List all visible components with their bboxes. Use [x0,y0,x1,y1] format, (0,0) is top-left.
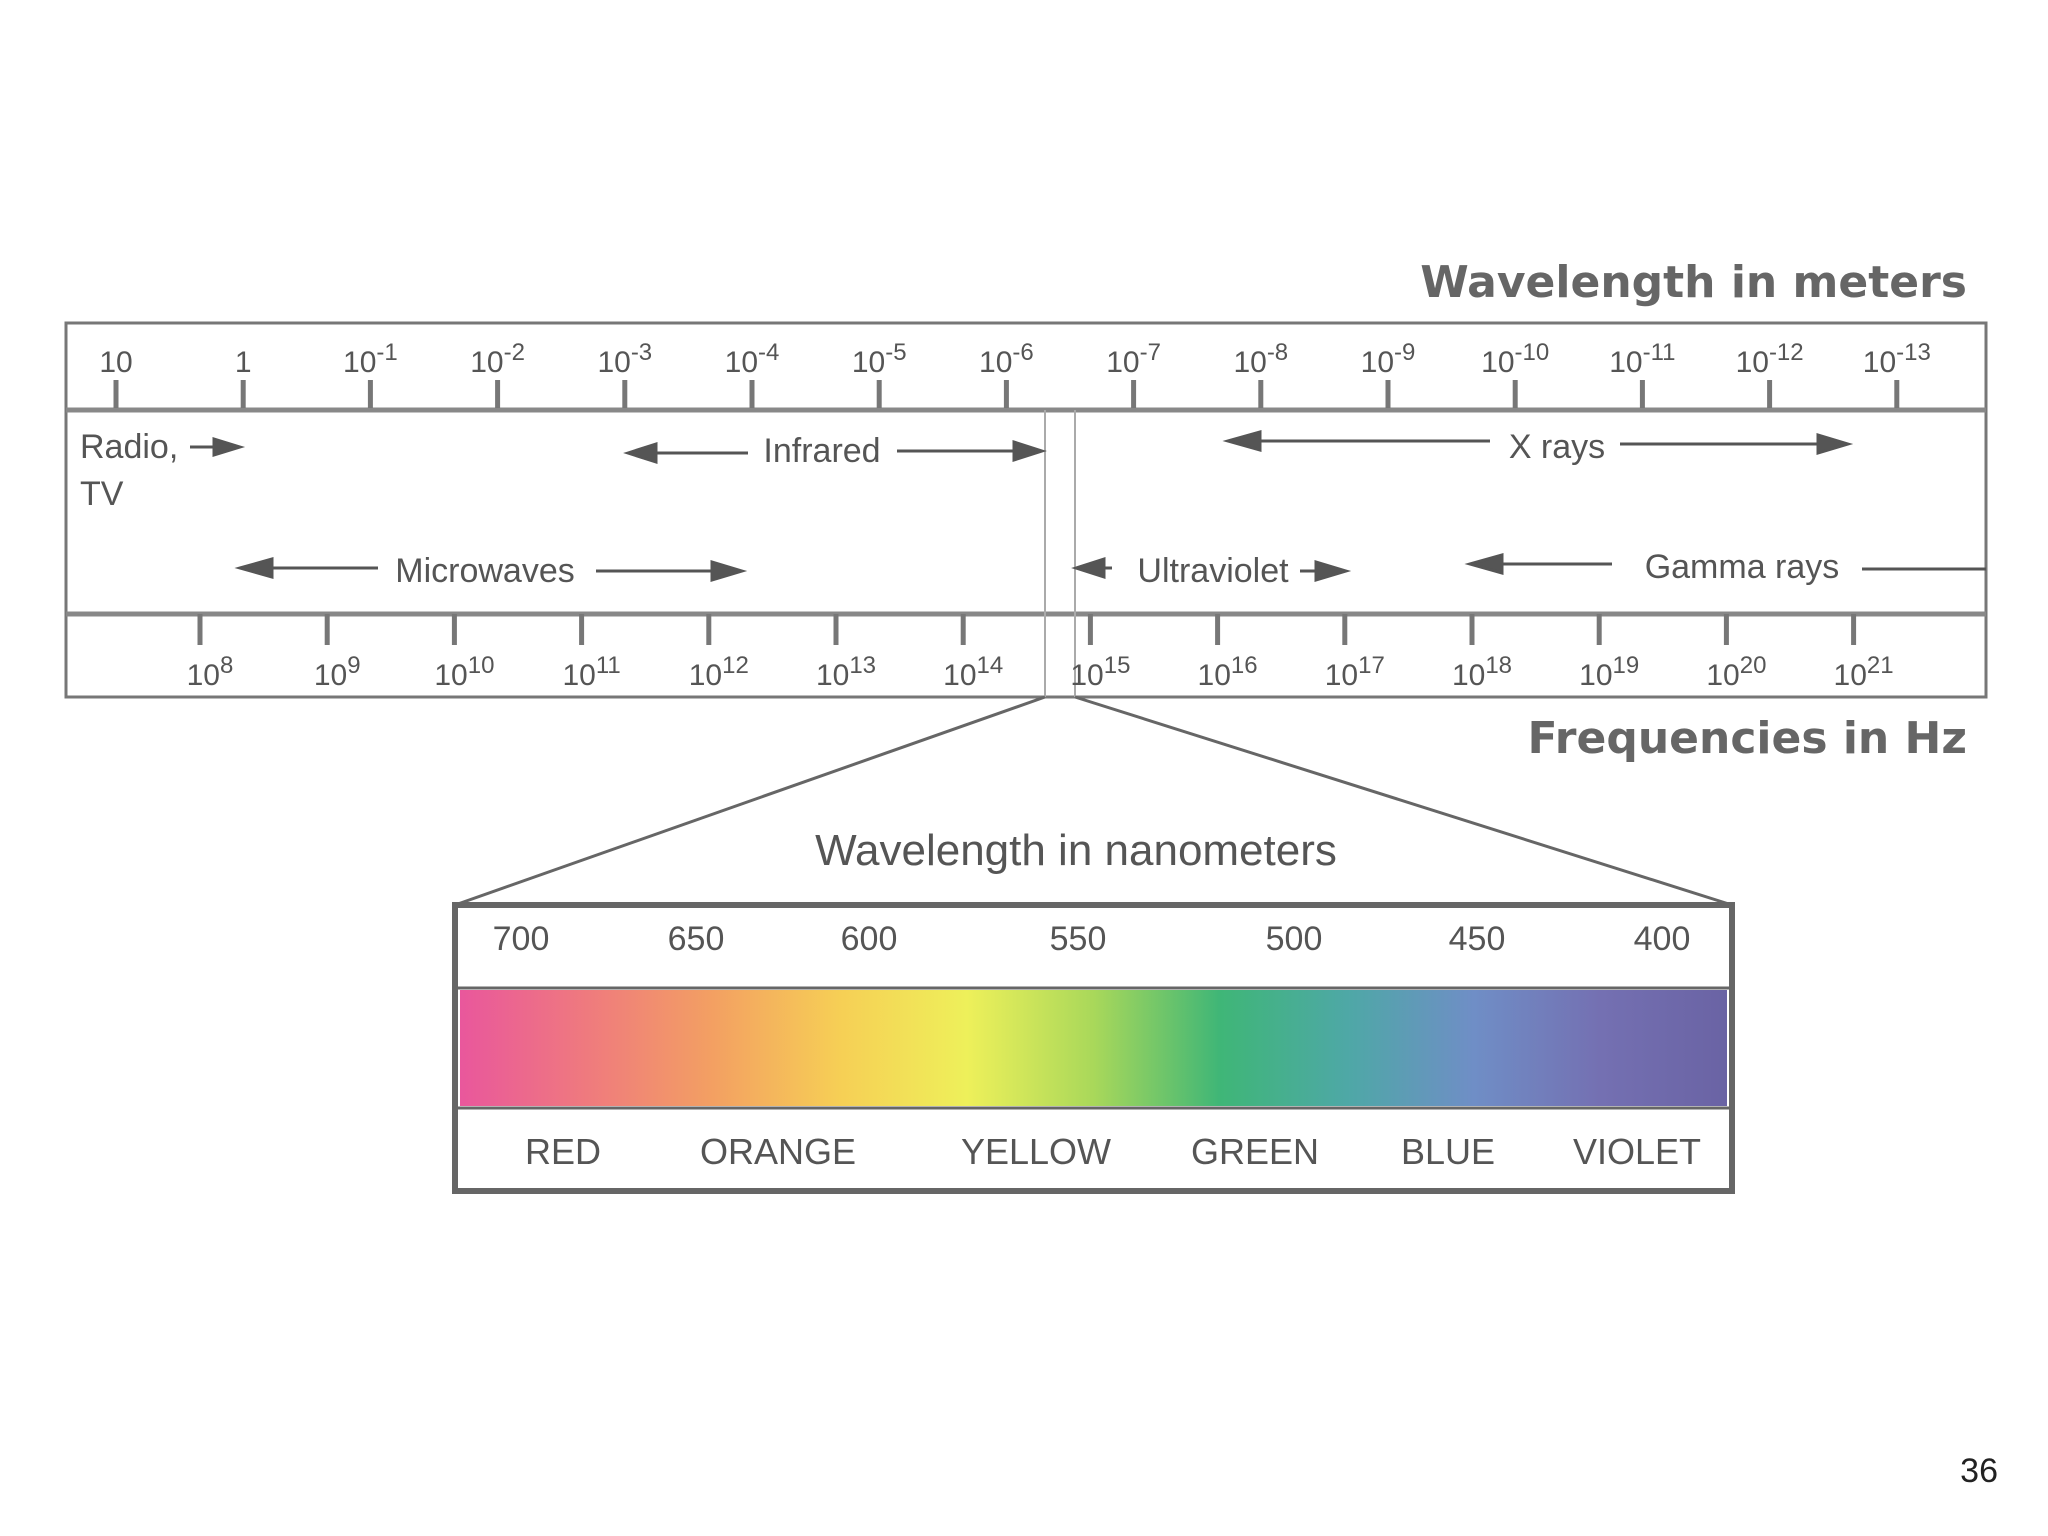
nm-tick-label: 400 [1634,920,1691,958]
xrays-arrow-right-icon [1816,432,1854,456]
band-label-xrays: X rays [1509,428,1605,466]
zoom-line-left [454,695,1046,907]
wavelength-meters-title: Wavelength in meters [1420,257,1967,308]
microwaves-arrow-left-icon [234,557,274,579]
wavelength-tick-label: 10-13 [1863,339,1931,379]
band-label-gamma: Gamma rays [1645,548,1840,586]
radio-arrow-right-icon [212,436,246,458]
gamma-arrow-left-icon [1464,553,1504,575]
frequency-tick-label: 1011 [562,652,620,692]
frequency-tick-label: 1018 [1452,652,1512,692]
frequency-tick-label: 1021 [1834,652,1894,692]
visible-spectrum-gradient [460,990,1727,1106]
frequency-ticks: 108 109 1010 1011 1012 1013 1014 1015 1016 1017 10… [187,614,1894,692]
color-name-label: YELLOW [961,1131,1111,1172]
nm-tick-label: 650 [668,920,725,958]
color-name-label: RED [525,1131,601,1172]
frequency-tick-label: 1015 [1070,652,1130,692]
slide-number: 36 [1960,1452,1998,1490]
frequency-tick-label: 1013 [816,652,876,692]
color-names: RED ORANGE YELLOW GREEN BLUE VIOLET [525,1131,1701,1172]
wavelength-tick-label: 10-7 [1106,339,1161,379]
nm-tick-label: 700 [493,920,550,958]
color-name-label: ORANGE [700,1131,856,1172]
color-name-label: VIOLET [1573,1131,1701,1172]
wavelength-tick-label: 10-1 [343,339,398,379]
wavelength-ticks: 10 1 10-1 10-2 10-3 10-4 10-5 10-6 10-7 10-8 10-9 1… [99,339,1931,408]
wavelength-tick-label: 10-6 [979,339,1034,379]
frequencies-hz-title: Frequencies in Hz [1528,713,1967,764]
band-arrows [190,430,1986,583]
nm-tick-label: 500 [1266,920,1323,958]
frequency-tick-label: 109 [314,652,361,692]
frequency-tick-label: 1010 [434,652,494,692]
frequency-tick-label: 1017 [1325,652,1385,692]
frequency-tick-label: 1020 [1706,652,1766,692]
em-spectrum-box [64,321,1988,699]
infrared-arrow-right-icon [1012,439,1047,463]
uv-arrow-left-icon [1071,556,1106,580]
band-label-radio: Radio, [80,428,178,466]
wavelength-tick-label: 10-9 [1361,339,1416,379]
band-label-ultraviolet: Ultraviolet [1137,552,1289,590]
frequency-tick-label: 1014 [943,652,1003,692]
band-label-infrared: Infrared [763,432,880,470]
frequency-tick-label: 108 [187,652,234,692]
nm-tick-label: 550 [1050,920,1107,958]
wavelength-tick-label: 10-5 [852,339,907,379]
wavelength-tick-label: 1 [235,346,252,379]
color-name-label: GREEN [1191,1131,1319,1172]
wavelength-tick-label: 10-12 [1736,339,1804,379]
nm-tick-label: 600 [841,920,898,958]
nanometer-ticks: 700 650 600 550 500 450 400 [493,920,1691,958]
band-label-tv: TV [80,475,124,513]
wavelength-tick-label: 10-2 [470,339,525,379]
wavelength-nm-title: Wavelength in nanometers [815,826,1337,875]
uv-arrow-right-icon [1314,559,1352,583]
nm-tick-label: 450 [1449,920,1506,958]
frequency-tick-label: 1012 [689,652,749,692]
visible-spectrum-box [452,902,1735,1194]
frequency-tick-label: 1019 [1579,652,1639,692]
wavelength-tick-label: 10-11 [1609,339,1675,379]
wavelength-tick-label: 10-10 [1481,339,1549,379]
wavelength-tick-label: 10-8 [1233,339,1288,379]
zoom-line-right [1074,695,1733,907]
microwaves-arrow-right-icon [710,559,748,583]
frequency-tick-label: 1016 [1198,652,1258,692]
wavelength-tick-label: 10-3 [597,339,652,379]
wavelength-tick-label: 10-4 [725,339,780,379]
color-name-label: BLUE [1401,1131,1495,1172]
wavelength-tick-label: 10 [99,346,132,379]
band-label-microwaves: Microwaves [395,552,574,590]
